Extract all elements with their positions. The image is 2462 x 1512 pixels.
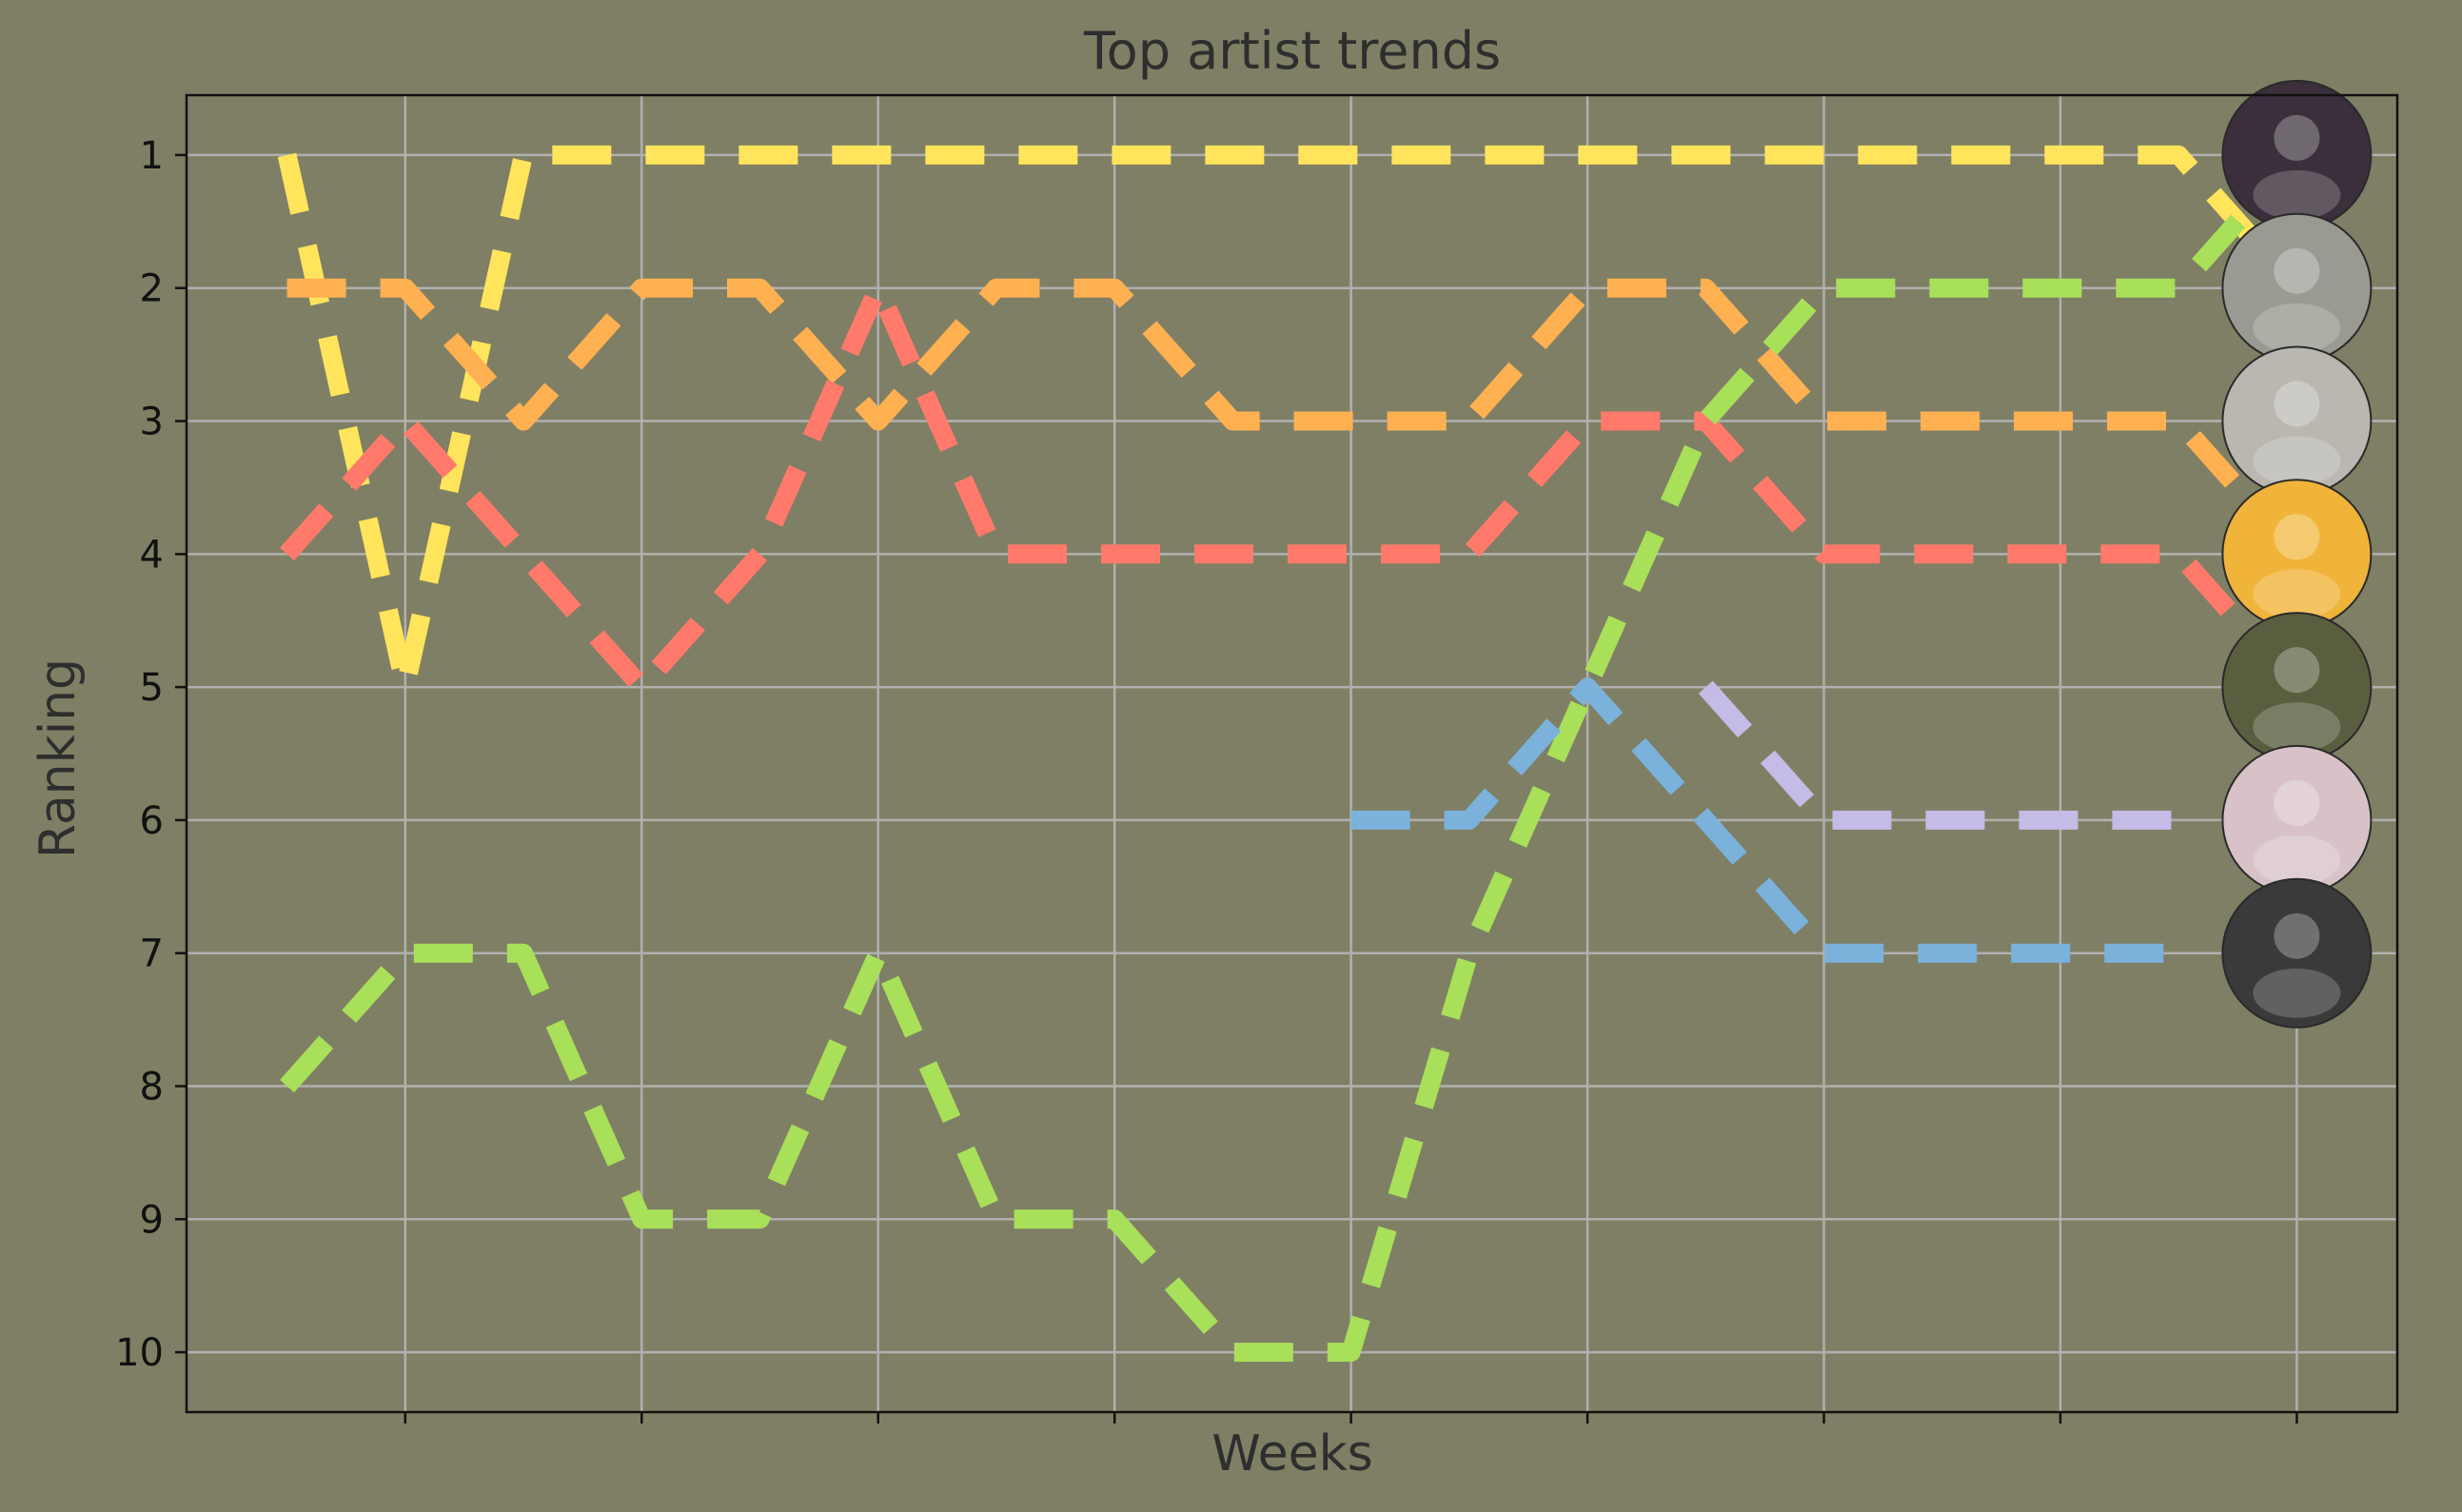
artist-photo-icon: [2221, 612, 2373, 763]
series-line-3: [280, 278, 2304, 697]
series-line-2: [286, 278, 2304, 560]
y-tick-label: 1: [140, 134, 164, 178]
album-art-icon: [2221, 479, 2373, 630]
y-tick-label: 3: [140, 401, 164, 444]
newspaper-cover-icon: [2221, 212, 2373, 363]
y-tick-label: 7: [140, 933, 164, 976]
y-tick-label: 9: [140, 1198, 164, 1242]
y-tick-labels: 1 2 3 4 5 6 7 8 9 10: [115, 134, 2298, 1424]
x-axis-label: Weeks: [1211, 1425, 1373, 1483]
series-line-1: [277, 145, 2304, 697]
artist-photo-icon: [2221, 79, 2373, 230]
chart-title: Top artist trends: [1083, 21, 1501, 81]
band-group-photo-icon: [2221, 345, 2373, 497]
y-tick-label: 5: [140, 666, 164, 710]
portrait-photo-icon: [2221, 877, 2373, 1029]
series-line-6: [1698, 680, 2179, 830]
series-line-4: [280, 148, 2304, 1363]
series-line-5: [1350, 677, 2179, 963]
series-lines: [277, 145, 2304, 1363]
y-axis-label: Ranking: [30, 658, 87, 858]
end-markers: [2221, 79, 2373, 1029]
y-tick-label: 10: [115, 1331, 164, 1375]
group-photo-icon: [2221, 744, 2373, 895]
y-tick-label: 6: [140, 799, 164, 843]
plot-frame: [185, 93, 2399, 1414]
y-tick-label: 8: [140, 1065, 164, 1109]
y-tick-label: 4: [140, 533, 164, 577]
y-tick-label: 2: [140, 267, 164, 311]
